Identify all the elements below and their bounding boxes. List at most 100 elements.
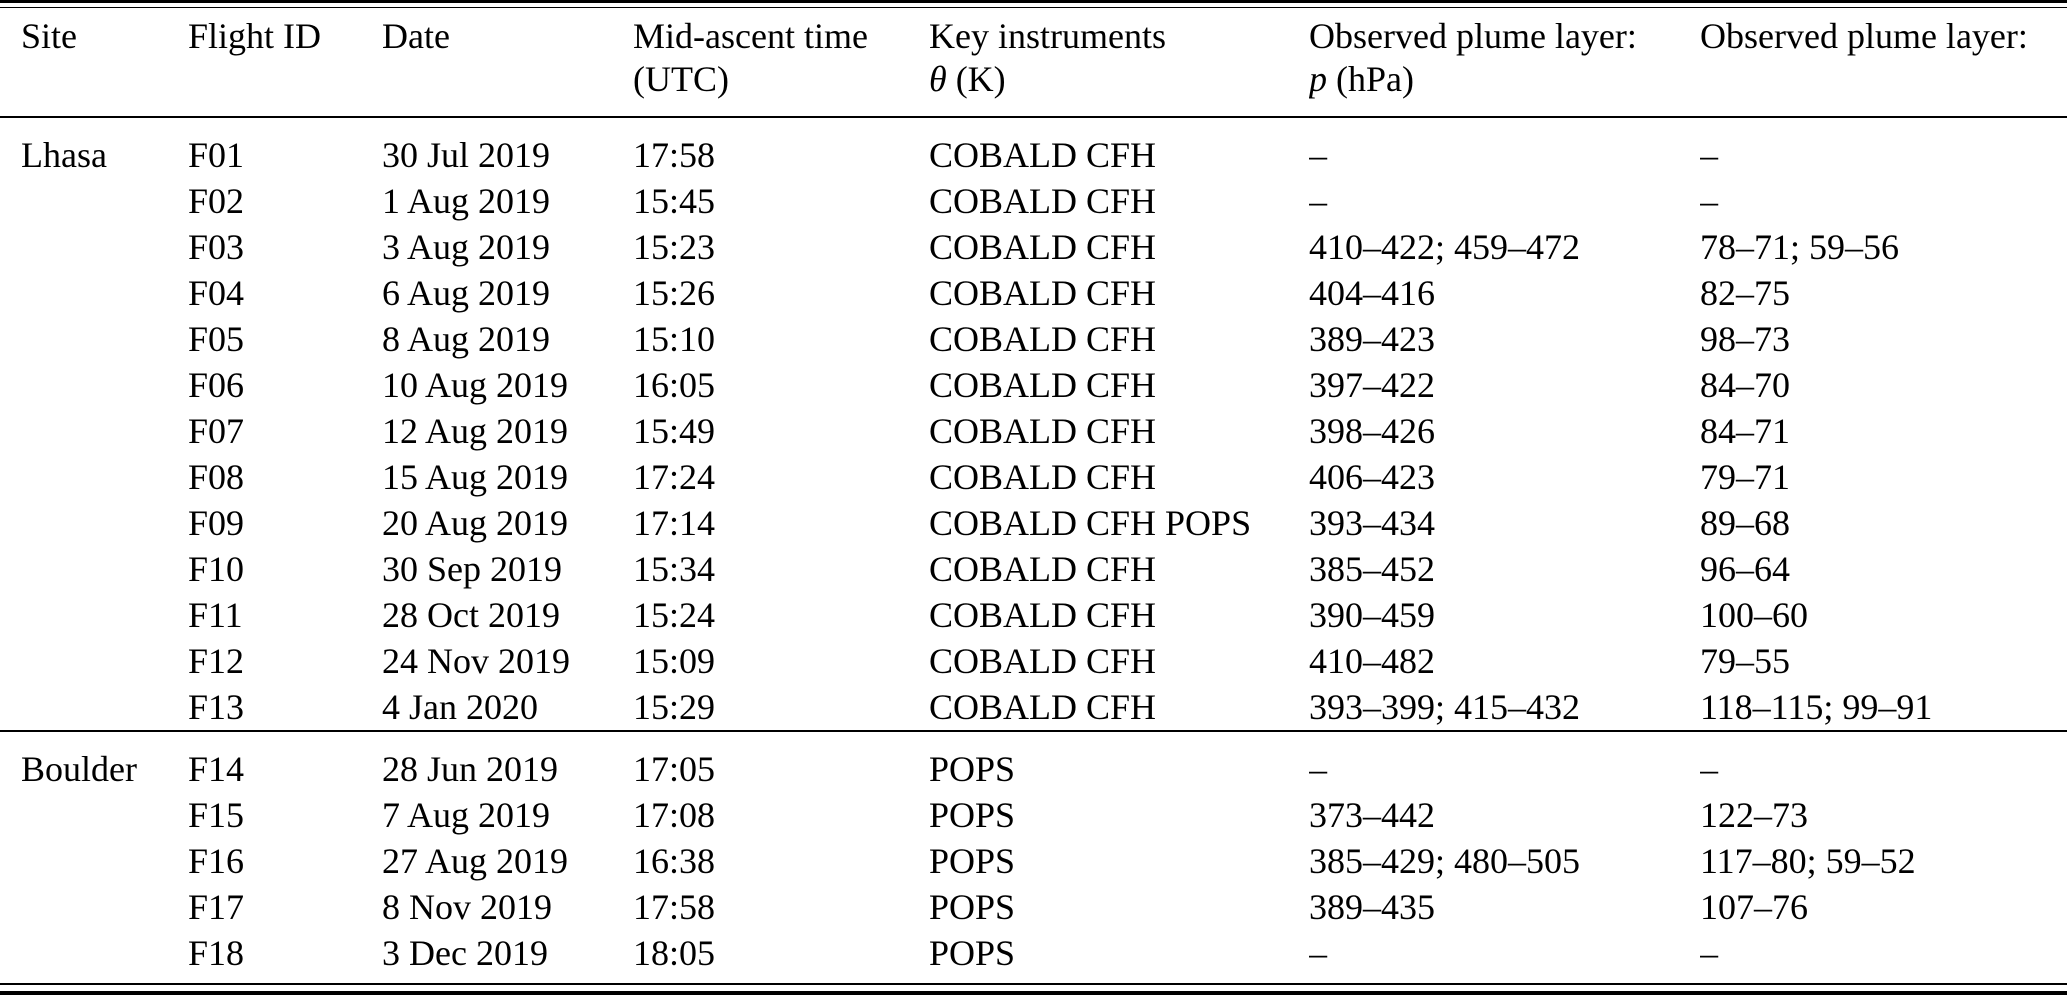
flight-id-cell: F14 [188, 749, 245, 789]
date-cell: 24 Nov 2019 [382, 641, 570, 681]
table-row: Lhasa F01 30 Jul 2019 17:58 COBALD CFH – – [0, 117, 2067, 178]
table-row: F11 28 Oct 2019 15:24 COBALD CFH 390–459 100–… [0, 592, 2067, 638]
pressure-range-cell: 107–76 [1700, 887, 1808, 927]
time-cell: 15:09 [633, 641, 716, 681]
pressure-range-cell: – [1700, 135, 1718, 175]
theta-range-cell: 398–426 [1309, 411, 1435, 451]
col-header-key-instruments: Key instruments θ (K) [929, 9, 1309, 118]
table-row: F08 15 Aug 2019 17:24 COBALD CFH 406–423 79–7… [0, 454, 2067, 500]
pressure-range-cell: 78–71; 59–56 [1700, 227, 1900, 267]
site-cell [0, 408, 188, 454]
instruments-cell: POPS [929, 841, 1016, 881]
pressure-range-cell: 96–64 [1700, 549, 1790, 589]
theta-range-cell: 385–452 [1309, 549, 1435, 589]
theta-range-cell: 410–482 [1309, 641, 1435, 681]
theta-range-cell: 410–422; 459–472 [1309, 227, 1581, 267]
col-header-mid-ascent-time: Mid-ascent time (UTC) [633, 9, 929, 118]
top-rule-thin [0, 7, 2067, 8]
site-cell [0, 792, 188, 838]
time-cell: 15:34 [633, 549, 716, 589]
date-cell: 3 Aug 2019 [382, 227, 551, 267]
site-cell [0, 270, 188, 316]
instruments-cell: COBALD CFH [929, 135, 1157, 175]
pressure-range-cell: 122–73 [1700, 795, 1808, 835]
time-cell: 15:26 [633, 273, 716, 313]
pressure-range-cell: 82–75 [1700, 273, 1790, 313]
col-header-sublabel [188, 58, 382, 101]
site-cell [0, 546, 188, 592]
time-cell: 15:45 [633, 181, 716, 221]
site-cell [0, 500, 188, 546]
table-row: F17 8 Nov 2019 17:58 POPS 389–435 107–76 [0, 884, 2067, 930]
site-cell: Lhasa [21, 135, 107, 175]
flight-id-cell: F13 [188, 687, 245, 727]
time-cell: 15:10 [633, 319, 716, 359]
col-header-label: Flight ID [188, 16, 322, 56]
pressure-range-cell: 117–80; 59–52 [1700, 841, 1916, 881]
site-cell [0, 884, 188, 930]
date-cell: 20 Aug 2019 [382, 503, 569, 543]
pressure-range-cell: 79–55 [1700, 641, 1790, 681]
table-row: F12 24 Nov 2019 15:09 COBALD CFH 410–482 79–5… [0, 638, 2067, 684]
instruments-cell: COBALD CFH [929, 687, 1157, 727]
site-cell [0, 592, 188, 638]
theta-range-cell: 404–416 [1309, 273, 1435, 313]
instruments-cell: COBALD CFH [929, 549, 1157, 589]
col-header-sublabel [382, 58, 633, 101]
date-cell: 10 Aug 2019 [382, 365, 569, 405]
flight-id-cell: F02 [188, 181, 245, 221]
theta-range-cell: – [1309, 181, 1327, 221]
header-row: Site Flight ID Date Mid-ascent time (UTC… [0, 9, 2067, 118]
col-header-label: Site [21, 16, 78, 56]
col-header-sublabel: p (hPa) [1309, 59, 1414, 99]
time-cell: 18:05 [633, 933, 716, 973]
theta-range-cell: – [1309, 135, 1327, 175]
table-row: F13 4 Jan 2020 15:29 COBALD CFH 393–399; 415… [0, 684, 2067, 731]
instruments-cell: COBALD CFH [929, 595, 1157, 635]
pressure-range-cell: 84–70 [1700, 365, 1790, 405]
table-row: F15 7 Aug 2019 17:08 POPS 373–442 122–73 [0, 792, 2067, 838]
date-cell: 27 Aug 2019 [382, 841, 569, 881]
site-cell [0, 316, 188, 362]
table-row: F10 30 Sep 2019 15:34 COBALD CFH 385–452 96–6… [0, 546, 2067, 592]
time-cell: 15:29 [633, 687, 716, 727]
col-header-label: Mid-ascent time [633, 16, 868, 56]
flight-id-cell: F18 [188, 933, 245, 973]
instruments-cell: COBALD CFH [929, 181, 1157, 221]
instruments-cell: COBALD CFH [929, 319, 1157, 359]
instruments-cell: POPS [929, 933, 1016, 973]
time-cell: 17:05 [633, 749, 716, 789]
col-header-label: Key instruments [929, 16, 1166, 56]
date-cell: 7 Aug 2019 [382, 795, 551, 835]
section-boulder: Boulder F14 28 Jun 2019 17:05 POPS – – F15 7 Aug… [0, 731, 2067, 976]
site-cell [0, 838, 188, 884]
flight-id-cell: F09 [188, 503, 245, 543]
section-lhasa: Lhasa F01 30 Jul 2019 17:58 COBALD CFH – – F02 1… [0, 117, 2067, 731]
theta-range-cell: 393–399; 415–432 [1309, 687, 1581, 727]
col-header-plume-layer: Observed plume layer: [1700, 9, 2067, 118]
top-rule-thick [0, 0, 2067, 3]
table-header: Site Flight ID Date Mid-ascent time (UTC… [0, 9, 2067, 118]
col-header-label: Observed plume layer: [1700, 16, 2028, 56]
time-cell: 17:24 [633, 457, 716, 497]
theta-range-cell: 389–435 [1309, 887, 1435, 927]
col-header-flight-id: Flight ID [188, 9, 382, 118]
theta-range-cell: 393–434 [1309, 503, 1435, 543]
table-row: Boulder F14 28 Jun 2019 17:05 POPS – – [0, 731, 2067, 792]
theta-range-cell: 406–423 [1309, 457, 1435, 497]
site-cell [0, 224, 188, 270]
site-cell [0, 454, 188, 500]
instruments-cell: COBALD CFH [929, 227, 1157, 267]
flight-id-cell: F07 [188, 411, 245, 451]
date-cell: 8 Aug 2019 [382, 319, 551, 359]
flight-id-cell: F12 [188, 641, 245, 681]
time-cell: 15:49 [633, 411, 716, 451]
col-header-sublabel [1700, 58, 2067, 101]
site-cell [0, 638, 188, 684]
time-cell: 16:38 [633, 841, 716, 881]
col-header-sublabel: θ (K) [929, 59, 1006, 99]
table-row: F04 6 Aug 2019 15:26 COBALD CFH 404–416 82–75 [0, 270, 2067, 316]
date-cell: 3 Dec 2019 [382, 933, 548, 973]
date-cell: 30 Sep 2019 [382, 549, 562, 589]
instruments-cell: COBALD CFH [929, 457, 1157, 497]
